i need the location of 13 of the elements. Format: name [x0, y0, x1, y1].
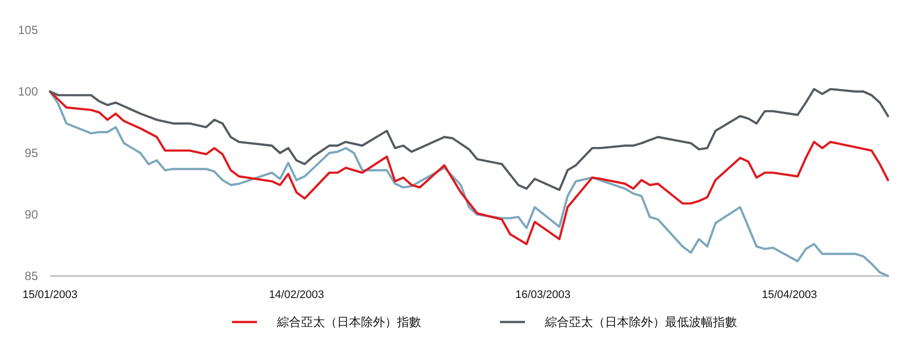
y-tick-label: 85	[24, 268, 38, 283]
y-tick-label: 105	[18, 22, 38, 37]
y-tick-label: 100	[18, 84, 38, 98]
x-tick-label: 15/01/2003	[22, 288, 78, 301]
y-tick-label: 95	[24, 146, 38, 160]
line-series	[48, 90, 890, 246]
line-series	[48, 88, 890, 191]
x-tick-label: 14/02/2003	[268, 288, 324, 301]
y-tick-label: 90	[24, 207, 38, 222]
x-tick-label: 15/04/2003	[762, 288, 817, 301]
legend-label: 綜合亞太（日本除外）指數	[276, 315, 421, 329]
x-tick-label: 16/03/2003	[515, 288, 570, 301]
legend-label: 綜合亞太（日本除外）最低波幅指數	[544, 315, 737, 329]
